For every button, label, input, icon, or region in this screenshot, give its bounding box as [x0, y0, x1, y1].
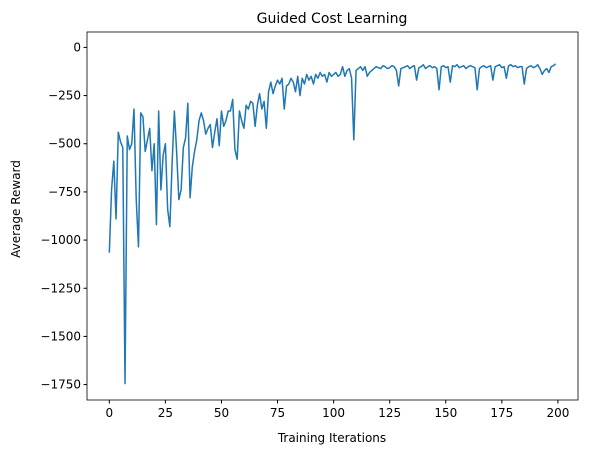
- chart-title: Guided Cost Learning: [257, 11, 408, 27]
- y-tick-label: −250: [48, 89, 81, 103]
- y-tick-label: −1500: [40, 329, 81, 343]
- x-tick-label: 175: [490, 406, 513, 420]
- y-tick-label: −1750: [40, 378, 81, 392]
- x-axis-label: Training Iterations: [277, 431, 386, 445]
- y-tick-label: −1000: [40, 233, 81, 247]
- x-tick-label: 100: [322, 406, 345, 420]
- x-tick-label: 75: [270, 406, 285, 420]
- y-tick-label: −1250: [40, 281, 81, 295]
- x-tick-label: 25: [158, 406, 173, 420]
- y-tick-label: −750: [48, 185, 81, 199]
- x-tick-label: 200: [546, 406, 569, 420]
- x-tick-label: 125: [378, 406, 401, 420]
- y-tick-label: 0: [73, 40, 81, 54]
- plot-frame: [86, 31, 579, 401]
- x-tick-label: 0: [105, 406, 113, 420]
- y-tick-label: −500: [48, 137, 81, 151]
- y-axis-label: Average Reward: [9, 160, 23, 258]
- x-tick-label: 50: [214, 406, 229, 420]
- data-line: [108, 63, 557, 385]
- x-tick-label: 150: [434, 406, 457, 420]
